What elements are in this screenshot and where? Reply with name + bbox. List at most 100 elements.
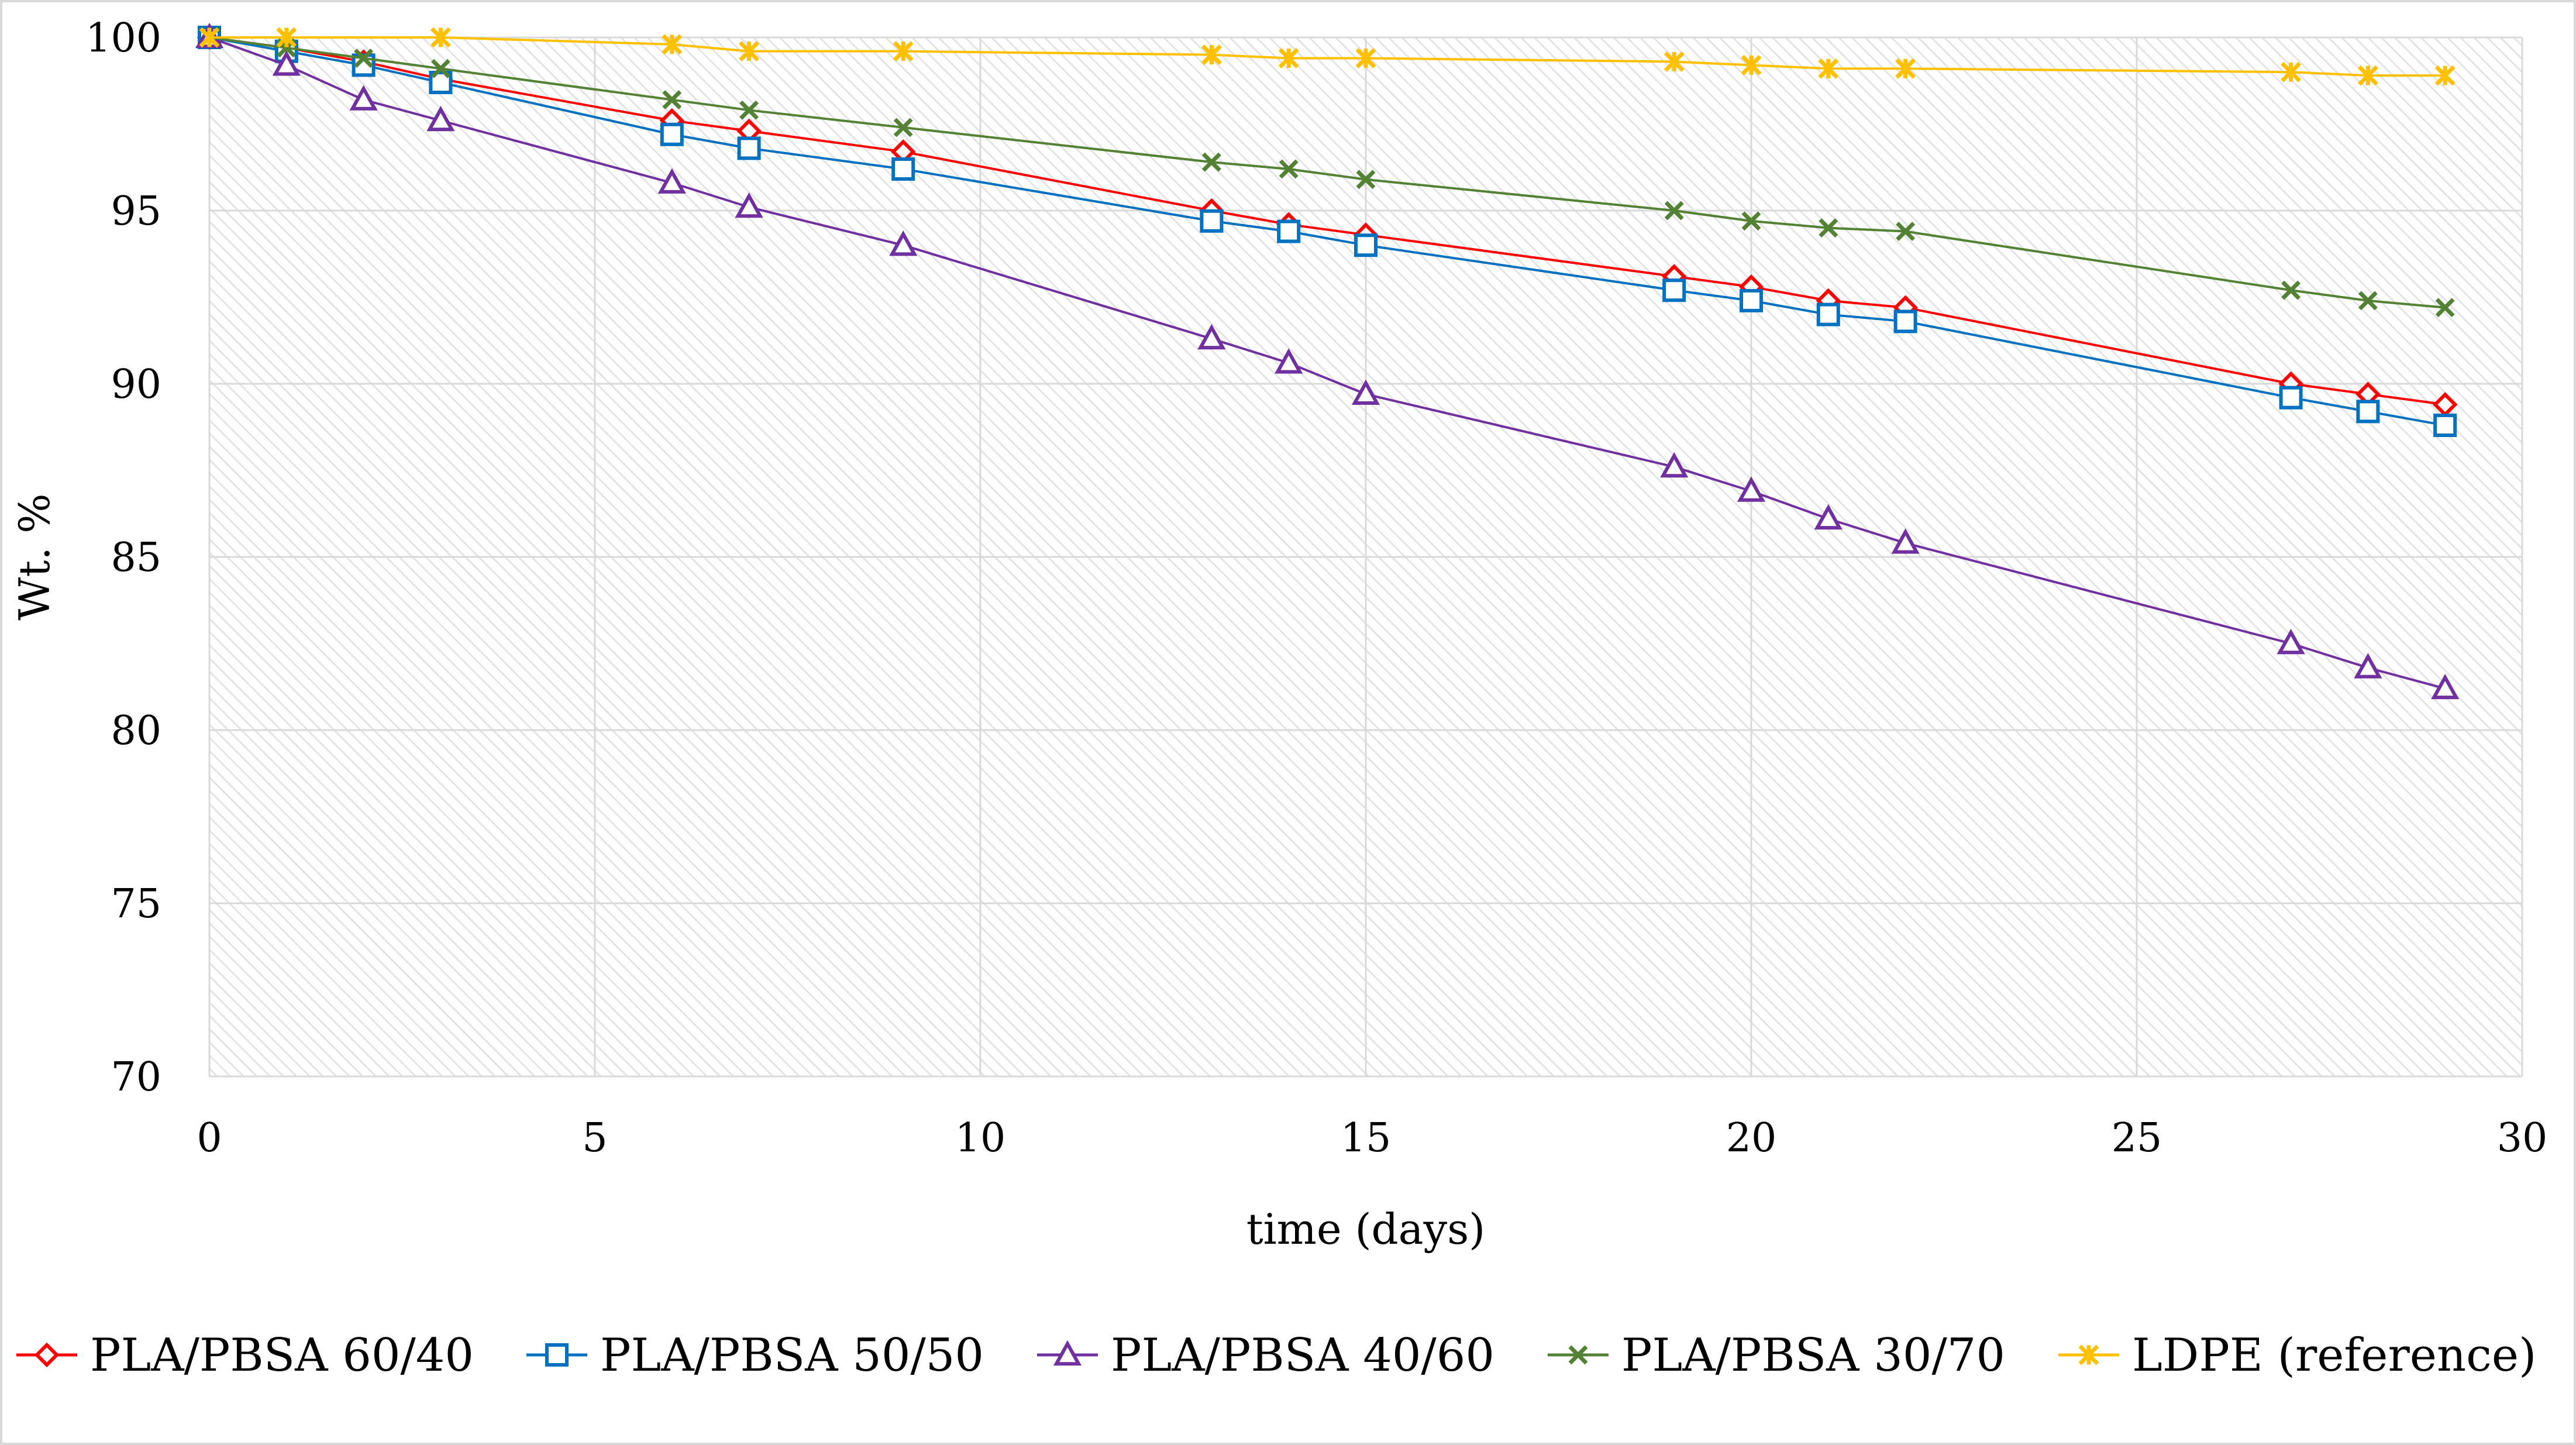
x-tick-label: 5 [582,1115,607,1161]
series-5 [199,27,2456,86]
legend-item: PLA/PBSA 40/60 [1037,1329,1494,1382]
data-point [2431,673,2460,700]
data-point [1355,48,1376,68]
y-tick-label: 100 [85,15,161,61]
x-tick-label: 25 [2112,1115,2162,1161]
legend-item: PLA/PBSA 50/50 [526,1329,984,1382]
data-point [1354,233,1377,257]
data-point [2281,61,2302,82]
data-point [1893,309,1917,333]
data-point [354,49,374,68]
x-axis-title: time (days) [1246,1205,1486,1254]
data-point [737,136,761,160]
data-point [1819,218,1838,238]
data-point [2433,414,2457,438]
legend-marker [545,1343,569,1367]
data-point [662,90,682,110]
legend-marker [1053,1340,1082,1366]
data-point [739,41,760,62]
y-tick-label: 85 [111,535,161,581]
data-point [657,168,686,194]
data-point [1201,44,1222,66]
data-point [1816,302,1840,326]
data-point [1275,348,1303,374]
data-point [1895,58,1916,79]
x-tick-label: 0 [197,1115,222,1161]
data-point [1737,476,1766,502]
data-point [889,230,918,256]
data-point [2434,65,2456,86]
data-point [430,27,451,48]
data-point [1664,201,1684,221]
y-axis-title: Wt. % [10,493,59,620]
legend-label: LDPE (reference) [2132,1329,2536,1382]
data-point [1740,288,1763,312]
y-tick-label: 95 [111,188,161,235]
y-tick-label: 90 [111,362,161,408]
data-point [739,100,759,120]
legend-item: PLA/PBSA 60/40 [16,1329,474,1382]
data-point [893,118,913,137]
x-tick-label: 10 [955,1115,1006,1161]
data-point [893,41,914,62]
data-point [662,34,683,55]
y-tick-label: 80 [111,708,161,754]
data-point [1741,54,1762,75]
data-point [1818,58,1839,79]
data-point [2281,280,2301,300]
gridlines [208,36,2523,1078]
legend-marker [1568,1345,1588,1365]
data-point [2358,291,2378,311]
data-point [735,192,763,218]
x-tick-label: 30 [2497,1115,2548,1161]
data-point [1664,51,1685,72]
legend-marker [34,1342,60,1368]
y-tick-label: 70 [111,1054,161,1100]
data-point [1741,211,1761,231]
y-tick-label: 75 [111,881,161,927]
axis-labels: time (days) Wt. % [10,493,1485,1254]
series-3 [195,22,2460,700]
x-tick-label: 20 [1726,1115,1777,1161]
data-point [660,122,684,146]
data-point [349,85,378,111]
legend-label: PLA/PBSA 60/40 [90,1329,474,1382]
legend-label: PLA/PBSA 30/70 [1621,1329,2005,1382]
data-point [2357,65,2378,86]
legend-item: PLA/PBSA 30/70 [1548,1329,2005,1382]
legend-label: PLA/PBSA 50/50 [600,1329,984,1382]
series-line [209,36,2446,77]
data-point [2279,386,2303,410]
legend-label: PLA/PBSA 40/60 [1111,1329,1494,1382]
data-point [276,27,297,48]
data-point [1356,170,1376,190]
data-point [426,105,455,132]
data-point [891,157,915,181]
data-point [2435,298,2455,318]
data-point [1662,278,1686,302]
data-point [1891,528,1920,554]
data-point [199,27,220,48]
data-point [1197,324,1226,350]
data-point [1896,222,1916,241]
data-point [2354,653,2382,679]
data-point [1279,159,1299,179]
data-point [1200,209,1224,233]
legend-item: LDPE (reference) [2058,1329,2536,1382]
data-point [1351,379,1380,405]
axes: 70 75 80 85 90 95 100 0 5 10 15 20 25 30 [85,15,2547,1161]
data-point [431,59,450,78]
data-point [272,50,301,76]
x-tick-label: 15 [1341,1115,1392,1161]
data-series [195,22,2460,700]
data-point [2277,628,2305,655]
legend: PLA/PBSA 60/40 PLA/PBSA 50/50 PLA/PBSA 40/… [16,1329,2536,1382]
data-point [1201,152,1221,172]
data-point [1660,452,1689,478]
data-point [1278,48,1299,68]
data-point [1814,504,1843,530]
data-point [1277,219,1301,243]
legend-marker [2078,1344,2099,1365]
